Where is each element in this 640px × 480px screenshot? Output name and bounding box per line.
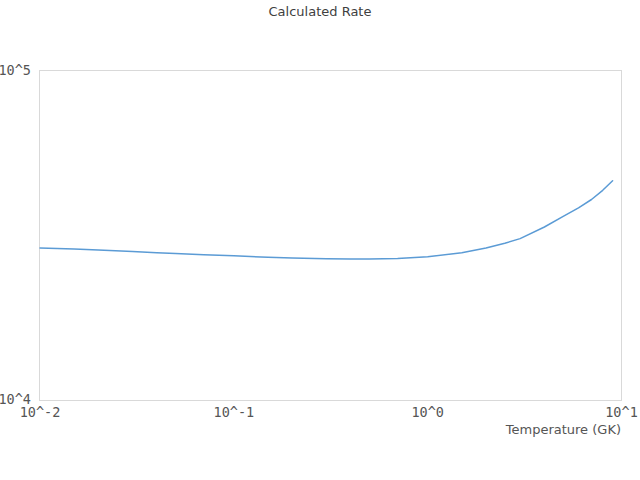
x-tick-1e0: 10^0	[411, 404, 444, 420]
calculated-rate-chart: Calculated Rate 10^5 10^4 10^-2 10^-1 10…	[0, 0, 640, 480]
chart-title: Calculated Rate	[0, 3, 640, 20]
x-tick-1e-1: 10^-1	[214, 404, 255, 420]
x-tick-1e-2: 10^-2	[20, 404, 61, 420]
x-tick-1e1: 10^1	[605, 404, 638, 420]
y-tick-1e5: 10^5	[0, 62, 31, 78]
plot-area	[39, 70, 622, 401]
x-axis-label: Temperature (GK)	[0, 422, 621, 438]
